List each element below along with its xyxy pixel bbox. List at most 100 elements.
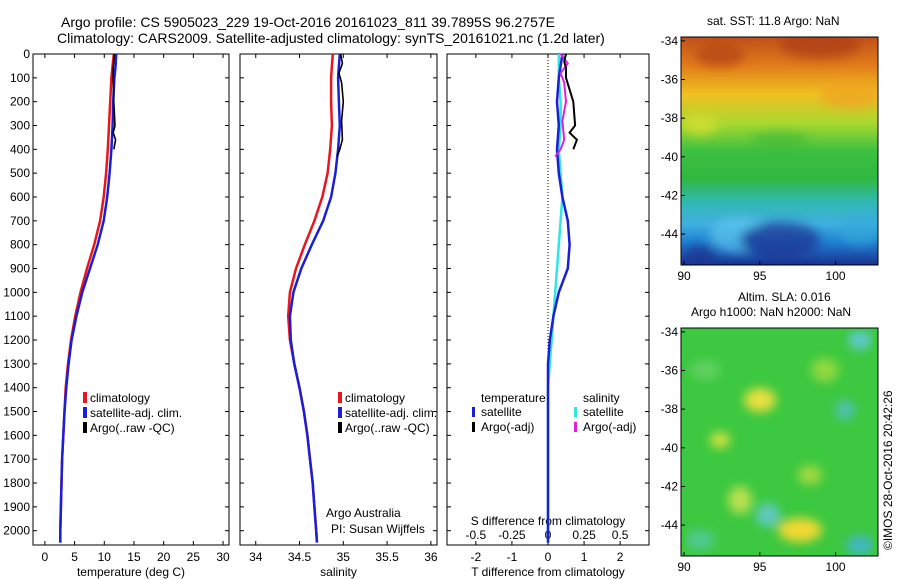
y-tick-label: 1300 xyxy=(3,357,30,371)
y-tick-label: 1600 xyxy=(3,428,30,442)
x-tick-label: 36 xyxy=(424,550,438,564)
salinity-frame xyxy=(239,53,438,546)
sla-axes: -34 -36 -38 -40 -42 -44 90 95 100 xyxy=(661,325,846,574)
legend-bg xyxy=(476,390,546,434)
y-tick-label: 500 xyxy=(10,166,30,180)
legend-swatch xyxy=(83,407,87,418)
credit-pi: PI: Susan Wijffels xyxy=(331,522,425,536)
temperature-xlabel: temperature (deg C) xyxy=(77,565,185,579)
y-tick-label: 800 xyxy=(10,238,30,252)
map-y-tick-label: -40 xyxy=(661,441,679,455)
legend-label: Argo(..raw -QC) xyxy=(90,421,175,435)
s-diff-tick-label: -0.25 xyxy=(498,528,526,542)
s-diff-tick-label: -0.5 xyxy=(466,528,487,542)
x-tick-label: 34.5 xyxy=(288,550,312,564)
map-y-tick-label: -44 xyxy=(661,518,679,532)
legend-swatch xyxy=(338,422,342,433)
s-diff-tick-label: 0.25 xyxy=(572,528,596,542)
sst-map-title: sat. SST: 11.8 Argo: NaN xyxy=(707,14,840,28)
y-tick-label: 1800 xyxy=(3,476,30,490)
y-tick-label: 300 xyxy=(10,119,30,133)
sst-map: sat. SST: 11.8 Argo: NaN -34 -36 -38 -40 -42… xyxy=(661,14,879,283)
map-x-tick-label: 90 xyxy=(677,560,691,574)
header-line-1: Argo profile: CS 5905023_229 19-Oct-2016… xyxy=(61,14,555,30)
series-climatology xyxy=(59,53,116,543)
map-y-tick-label: -40 xyxy=(661,150,679,164)
x-tick-label: -1 xyxy=(507,550,518,564)
x-tick-label: 20 xyxy=(157,550,171,564)
difference-panel: -2 -1 0 1 2T difference from climatology -0.5… xyxy=(446,53,650,579)
s-diff-tick-label: 0.5 xyxy=(612,528,629,542)
series-temperature-satellite xyxy=(546,53,571,543)
difference-xlabel: T difference from climatology xyxy=(471,565,625,579)
legend-label: satellite-adj. clim. xyxy=(90,406,182,420)
x-tick-label: 0 xyxy=(42,550,49,564)
legend-label: Argo(..raw -QC) xyxy=(345,421,430,435)
series-argorawqc xyxy=(112,53,117,150)
header-line-2: Climatology: CARS2009. Satellite-adjuste… xyxy=(57,30,605,46)
map-x-tick-label: 100 xyxy=(826,560,846,574)
y-tick-label: 0 xyxy=(23,47,30,61)
y-tick-label: 1000 xyxy=(3,285,30,299)
sla-map: Altim. SLA: 0.016 Argo h1000: NaN h2000:… xyxy=(661,290,879,574)
legend-label: satellite xyxy=(481,405,522,419)
temperature-panel: 0100200300400500600700800900100011001200… xyxy=(3,47,230,579)
legend-group-temperature: temperature xyxy=(481,391,546,405)
legend-swatch xyxy=(472,422,475,432)
map-x-tick-label: 100 xyxy=(826,269,846,283)
x-tick-label: -2 xyxy=(471,550,482,564)
credit-institution: Argo Australia xyxy=(326,506,401,520)
salinity-xlabel: salinity xyxy=(320,565,357,579)
y-tick-label: 1100 xyxy=(4,309,30,323)
map-y-tick-label: -34 xyxy=(661,34,679,48)
y-tick-label: 1900 xyxy=(3,500,30,514)
imos-stamp: ©IMOS 28-Oct-2016 20:42:26 xyxy=(881,390,895,550)
x-tick-label: 0 xyxy=(545,550,552,564)
map-y-tick-label: -44 xyxy=(661,227,679,241)
sla-texture xyxy=(685,330,874,555)
legend-swatch xyxy=(472,407,475,417)
series-satelliteadjclim xyxy=(288,53,342,543)
difference-legend: temperature salinitysatelliteArgo(-adj)sa… xyxy=(472,390,636,434)
legend-swatch xyxy=(574,407,577,417)
legend-label: satellite-adj. clim. xyxy=(345,406,437,420)
y-tick-label: 600 xyxy=(10,190,30,204)
map-y-tick-label: -34 xyxy=(661,325,679,339)
series-satelliteadjclim xyxy=(59,53,118,543)
x-tick-label: 10 xyxy=(98,550,112,564)
sst-frame xyxy=(680,36,879,266)
salinity-panel: 34 34.5 35 35.5 36 salinity climatologysatelli… xyxy=(239,53,438,579)
x-tick-label: 30 xyxy=(216,550,230,564)
y-tick-label: 700 xyxy=(10,214,30,228)
y-tick-label: 2000 xyxy=(3,524,30,538)
legend-swatch xyxy=(338,407,342,418)
x-tick-label: 5 xyxy=(71,550,78,564)
y-tick-label: 400 xyxy=(10,142,30,156)
series-temperature-argoadj xyxy=(563,53,579,150)
map-y-tick-label: -42 xyxy=(661,479,679,493)
x-tick-label: 35 xyxy=(337,550,351,564)
y-tick-label: 1400 xyxy=(3,381,30,395)
sst-axes: -34 -36 -38 -40 -42 -44 90 95 100 xyxy=(661,34,846,283)
map-x-tick-label: 95 xyxy=(753,269,767,283)
legend-label: satellite xyxy=(583,405,624,419)
x-tick-label: 2 xyxy=(617,550,624,564)
x-tick-label: 15 xyxy=(127,550,141,564)
map-y-tick-label: -36 xyxy=(661,364,679,378)
legend-label: climatology xyxy=(90,391,150,405)
x-tick-label: 35.5 xyxy=(375,550,399,564)
sla-map-title: Altim. SLA: 0.016 xyxy=(738,290,831,304)
y-tick-label: 1200 xyxy=(3,333,30,347)
sst-texture xyxy=(682,37,878,265)
legend-label: climatology xyxy=(345,391,405,405)
map-y-tick-label: -38 xyxy=(661,111,679,125)
x-tick-label: 1 xyxy=(581,550,588,564)
temperature-frame xyxy=(32,53,230,546)
x-tick-label: 25 xyxy=(187,550,201,564)
map-x-tick-label: 95 xyxy=(753,560,767,574)
x-tick-label: 34 xyxy=(249,550,263,564)
legend-swatch xyxy=(338,392,342,403)
map-y-tick-label: -38 xyxy=(661,402,679,416)
